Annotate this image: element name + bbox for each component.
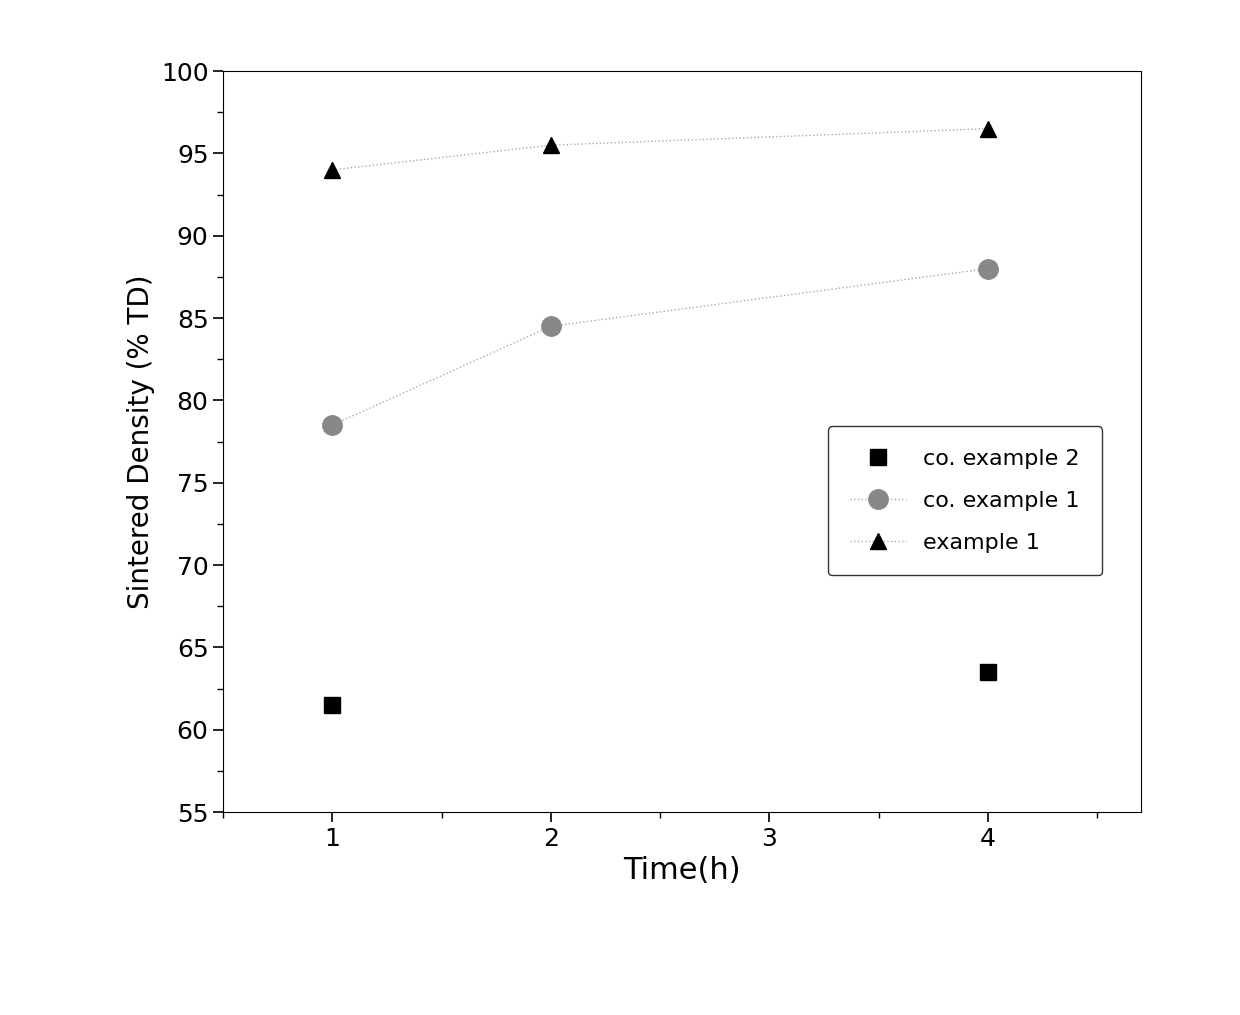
co. example 2 <box>981 666 996 678</box>
Y-axis label: Sintered Density (% TD): Sintered Density (% TD) <box>128 274 155 609</box>
Line: example 1: example 1 <box>325 121 996 178</box>
example 1 <box>981 123 996 135</box>
X-axis label: Time(h): Time(h) <box>624 856 740 885</box>
Legend: co. example 2, co. example 1, example 1: co. example 2, co. example 1, example 1 <box>828 426 1102 576</box>
co. example 1 <box>981 263 996 275</box>
co. example 1 <box>543 320 558 332</box>
example 1 <box>325 163 340 176</box>
example 1 <box>543 139 558 151</box>
Line: co. example 1: co. example 1 <box>322 259 998 434</box>
Line: co. example 2: co. example 2 <box>325 665 996 713</box>
co. example 2 <box>325 699 340 712</box>
co. example 1 <box>325 419 340 431</box>
